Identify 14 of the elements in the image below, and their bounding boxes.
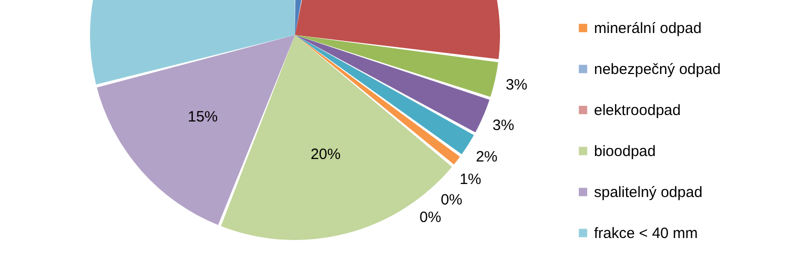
text: 0% <box>440 191 462 208</box>
legend-label: spalitelný odpad <box>594 184 702 201</box>
text: 0% <box>420 209 442 226</box>
legend-label: bioodpad <box>594 143 656 160</box>
legend-label: minerální odpad <box>594 20 702 37</box>
data-label: 3% <box>506 76 528 94</box>
data-label: 2% <box>476 148 498 166</box>
legend-label: nebezpečný odpad <box>594 61 721 78</box>
data-label: 3% <box>492 117 514 134</box>
legend-label: frakce < 40 mm <box>594 225 698 242</box>
data-label: 20% <box>310 146 341 164</box>
data-label: 15% <box>188 108 218 126</box>
data-label: 1% <box>460 171 482 188</box>
legend-label: elektroodpad <box>594 102 681 119</box>
